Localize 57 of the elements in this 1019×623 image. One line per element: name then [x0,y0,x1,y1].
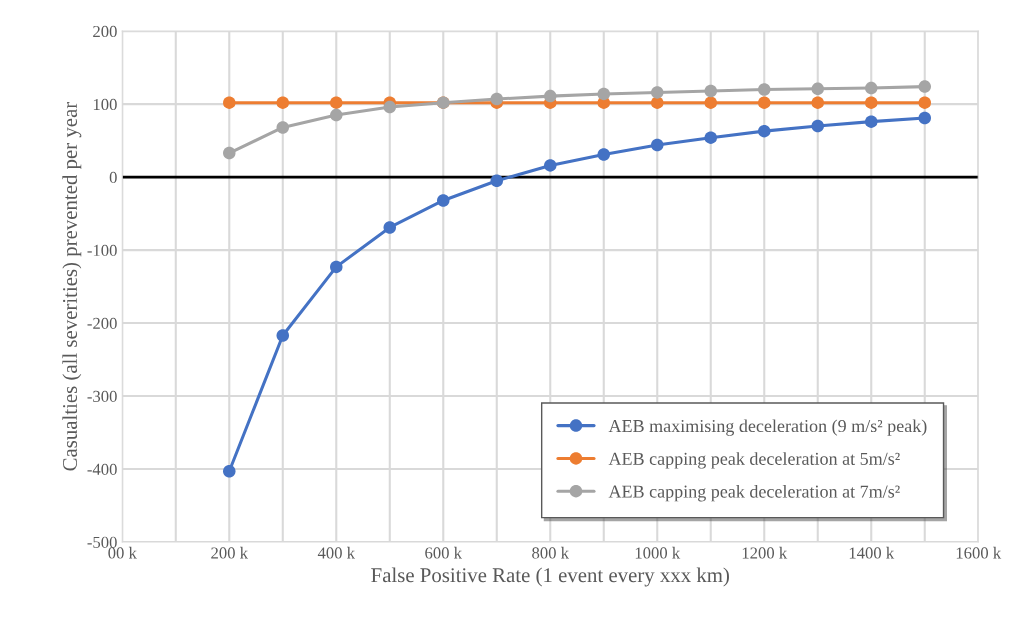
point [223,146,236,160]
x-tick-label: 1000 k [635,546,681,559]
point [490,174,504,188]
point [811,96,824,109]
x-tick-label: 1400 k [849,546,895,559]
y-tick-label: 200 [93,25,117,38]
point [330,260,343,274]
point [330,96,343,109]
point [223,96,236,109]
point [918,111,931,125]
y-tick-label: 100 [93,98,117,111]
point [811,82,824,96]
point [918,96,931,109]
point [276,121,290,134]
point [383,221,397,234]
x-tick-label: 400 k [317,546,356,559]
x-tick-label: 00 k [108,546,137,559]
point [437,194,450,207]
y-tick-label: -300 [87,390,117,402]
x-tick-label: 200 k [211,546,249,559]
y-tick-label: -200 [87,317,117,330]
point [651,138,664,152]
x-tick-label: 600 k [425,546,463,559]
legend-label: AEB maximising deceleration (9 m/s² peak) [608,419,927,436]
point [223,464,236,478]
y-axis-title: Casualties (all severities) prevented per year [62,101,82,471]
point [276,329,290,342]
point [758,96,771,109]
point [544,89,557,103]
point [544,159,557,172]
point [597,148,611,161]
point [864,115,878,128]
point [704,96,717,109]
y-tick-label: -400 [87,463,117,475]
point [490,92,504,106]
point [811,119,824,133]
legend-label: AEB capping peak deceleration at 5m/s² [608,452,900,469]
y-tick-label: 0 [109,171,117,184]
y-tick-label: -100 [87,244,117,257]
x-axis-title: False Positive Rate (1 event every xxx km) [371,567,729,587]
x-tick-label: 1600 k [956,546,1002,559]
point [276,96,290,109]
x-tick-label: 1200 k [742,546,788,559]
point [758,124,771,138]
point [704,84,717,98]
point [383,100,397,114]
point [864,81,878,95]
y-tick-label: -500 [87,536,117,548]
x-tick-label: 800 k [532,546,570,559]
point [704,131,717,144]
legend-label: AEB capping peak deceleration at 7m/s² [608,484,900,502]
point [651,86,664,99]
point [597,87,611,101]
point [758,83,771,96]
point [330,108,343,122]
point [918,80,931,93]
point [864,96,878,109]
